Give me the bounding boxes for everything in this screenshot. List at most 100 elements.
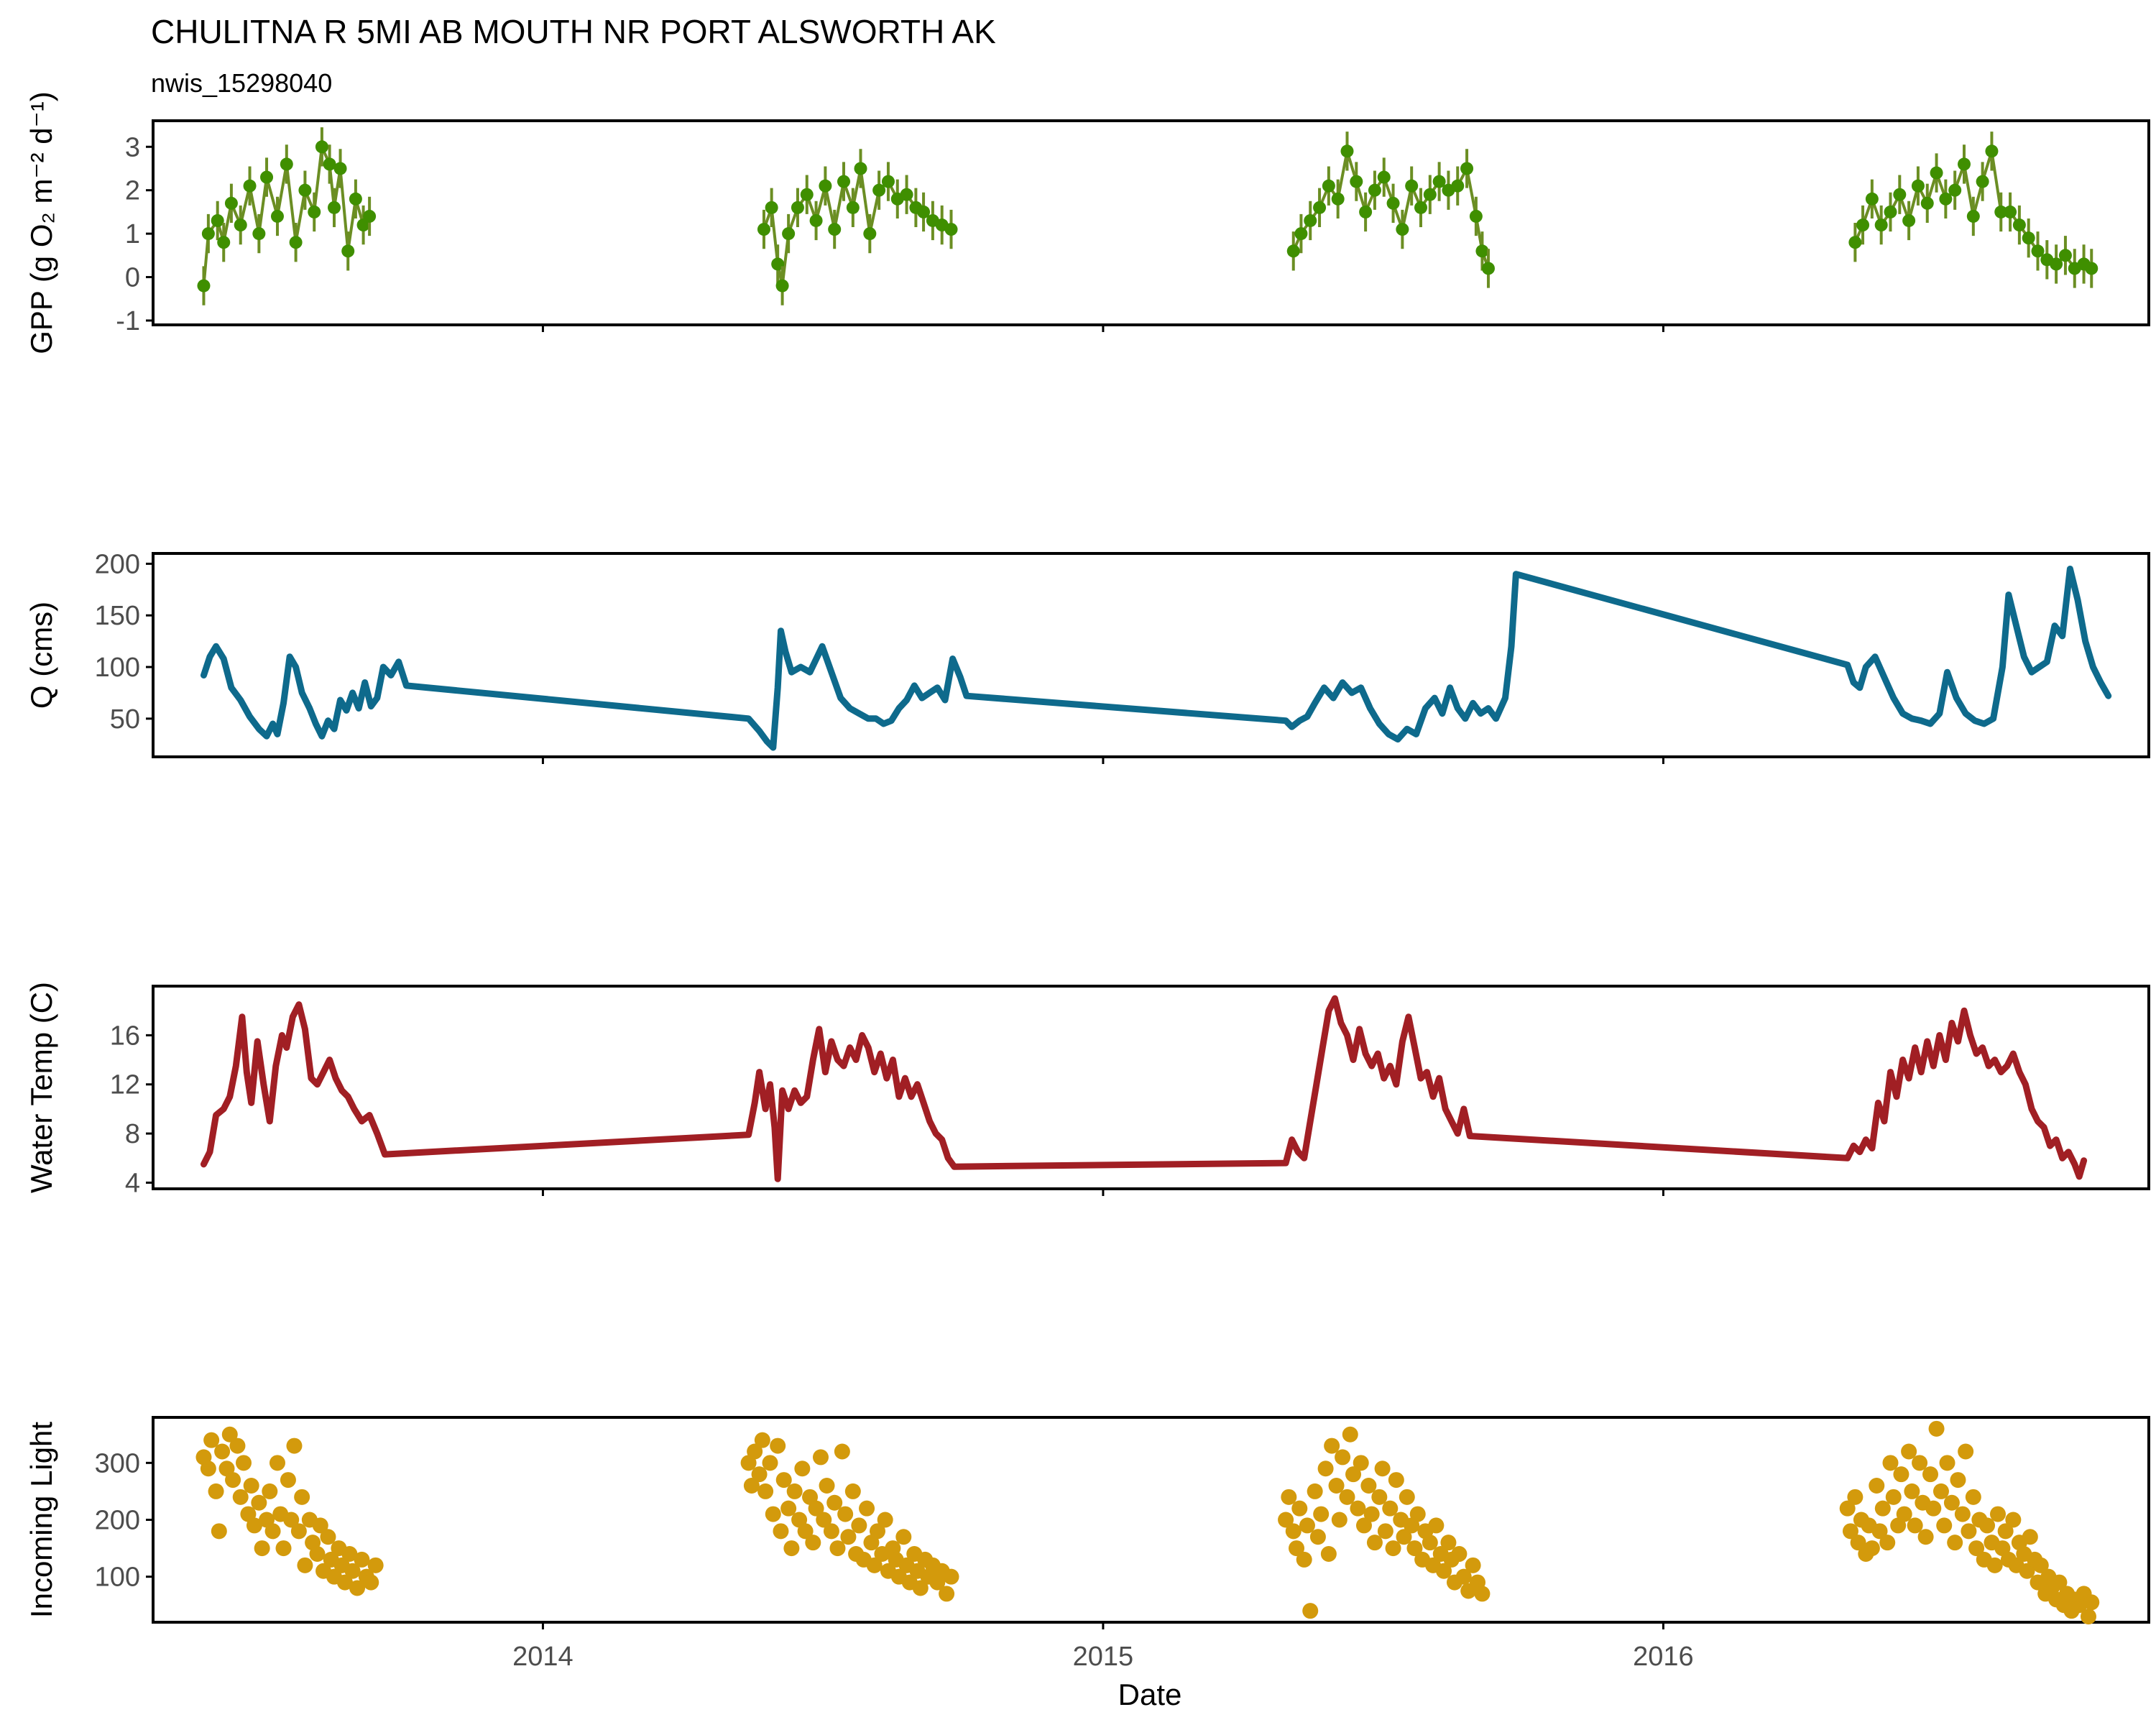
- incoming-light-data-point: [1409, 1506, 1426, 1522]
- gpp-data-point: [1920, 196, 1934, 210]
- incoming-light-data-point: [312, 1517, 328, 1534]
- incoming-light-data-point: [286, 1438, 303, 1454]
- gpp-data-point: [1966, 209, 1980, 223]
- incoming-light-y-tick-label: 100: [95, 1563, 140, 1593]
- incoming-light-data-point: [262, 1483, 278, 1499]
- incoming-light-data-point: [834, 1443, 850, 1460]
- gpp-data-point: [1460, 162, 1474, 175]
- incoming-light-data-point: [1912, 1455, 1928, 1471]
- gpp-data-point: [1911, 179, 1925, 193]
- incoming-light-data-point: [783, 1540, 800, 1557]
- gpp-data-point: [1331, 192, 1345, 206]
- gpp-data-point: [1893, 188, 1907, 201]
- incoming-light-data-point: [1986, 1557, 2003, 1573]
- incoming-light-data-point: [1997, 1523, 2014, 1540]
- gpp-data-point: [782, 227, 796, 241]
- incoming-light-data-point: [341, 1546, 358, 1562]
- incoming-light-data-point: [2022, 1529, 2038, 1545]
- incoming-light-data-point: [1932, 1483, 1949, 1499]
- water-temp-series-line: [201, 995, 2088, 1182]
- gpp-data-point: [252, 227, 266, 241]
- incoming-light-data-point: [808, 1500, 824, 1517]
- incoming-light-data-point: [1954, 1506, 1971, 1522]
- incoming-light-data-point: [1879, 1535, 1896, 1551]
- gpp-data-point: [234, 218, 247, 232]
- gpp-data-point: [243, 179, 257, 193]
- incoming-light-data-point: [1882, 1455, 1899, 1471]
- incoming-light-data-point: [895, 1529, 912, 1545]
- incoming-light-data-point: [1353, 1455, 1369, 1471]
- gpp-y-tick-label: 1: [125, 219, 140, 249]
- gpp-data-point: [1985, 144, 1999, 158]
- gpp-data-point: [1340, 144, 1354, 158]
- incoming-light-data-point: [264, 1523, 281, 1540]
- incoming-light-data-point: [762, 1455, 778, 1471]
- incoming-light-data-point: [1455, 1568, 1472, 1585]
- water-temp-y-tick-label: 16: [110, 1021, 140, 1051]
- incoming-light-data-point: [1893, 1466, 1909, 1483]
- gpp-data-point: [809, 213, 823, 227]
- gpp-data-point: [197, 279, 211, 293]
- incoming-light-data-point: [1451, 1546, 1468, 1562]
- gpp-data-point: [280, 157, 293, 171]
- gpp-y-axis-title: GPP (g O₂ m⁻² d⁻¹): [24, 91, 58, 354]
- water-temp-y-axis-title: Water Temp (C): [24, 982, 58, 1193]
- incoming-light-data-point: [1896, 1506, 1912, 1522]
- gpp-data-point: [1386, 196, 1400, 210]
- incoming-light-data-point: [1396, 1529, 1412, 1545]
- incoming-light-data-point: [275, 1540, 292, 1557]
- water-temp-y-tick-label: 8: [125, 1119, 140, 1149]
- incoming-light-data-point: [2032, 1557, 2049, 1573]
- incoming-light-data-point: [1925, 1500, 1942, 1517]
- discharge-y-axis-title: Q (cms): [24, 602, 58, 709]
- incoming-light-data-point: [363, 1574, 379, 1591]
- incoming-light-data-point: [367, 1557, 384, 1573]
- incoming-light-data-point: [1399, 1489, 1415, 1505]
- incoming-light-data-point: [1901, 1443, 1917, 1460]
- gpp-data-point: [1451, 179, 1465, 193]
- incoming-light-data-point: [280, 1472, 296, 1489]
- chart-title: CHULITNA R 5MI AB MOUTH NR PORT ALSWORTH…: [151, 13, 996, 50]
- incoming-light-data-point: [344, 1563, 361, 1579]
- incoming-light-data-point: [269, 1455, 285, 1471]
- incoming-light-data-point: [2005, 1512, 2022, 1528]
- incoming-light-data-point: [1422, 1535, 1438, 1551]
- gpp-data-point: [2058, 249, 2072, 262]
- gpp-data-point: [775, 279, 789, 293]
- incoming-light-data-point: [747, 1443, 763, 1460]
- incoming-light-data-point: [837, 1506, 854, 1522]
- incoming-light-data-point: [1428, 1517, 1445, 1534]
- incoming-light-data-point: [816, 1512, 832, 1528]
- incoming-light-data-point: [225, 1472, 241, 1489]
- gpp-data-point: [1958, 157, 1971, 171]
- gpp-data-point: [349, 192, 362, 206]
- gpp-data-point: [1902, 213, 1916, 227]
- incoming-light-data-point: [1302, 1603, 1319, 1619]
- incoming-light-y-tick-label: 300: [95, 1448, 140, 1478]
- gpp-y-tick-label: 0: [125, 263, 140, 293]
- incoming-light-data-point: [1299, 1517, 1315, 1534]
- incoming-light-data-point: [1474, 1586, 1491, 1602]
- x-tick-label: 2015: [1073, 1642, 1134, 1672]
- incoming-light-data-point: [203, 1432, 220, 1448]
- gpp-data-point: [1294, 227, 1308, 241]
- incoming-light-data-point: [1871, 1523, 1888, 1540]
- incoming-light-data-point: [1874, 1500, 1891, 1517]
- incoming-light-data-point: [775, 1472, 792, 1489]
- gpp-data-point: [854, 162, 867, 175]
- x-axis-title: Date: [1118, 1678, 1182, 1711]
- gpp-data-point: [270, 209, 284, 223]
- gpp-data-point: [944, 223, 958, 236]
- gpp-data-point: [872, 183, 886, 197]
- incoming-light-data-point: [1320, 1546, 1337, 1562]
- discharge-panel: 50 100 150 200 Q (cms): [24, 549, 2150, 764]
- incoming-light-data-point: [1958, 1443, 1974, 1460]
- incoming-light-data-point: [251, 1494, 267, 1511]
- discharge-y-tick-label: 50: [110, 704, 140, 735]
- incoming-light-data-point: [221, 1426, 238, 1443]
- gpp-data-point: [2004, 205, 2017, 218]
- gpp-data-point: [298, 183, 312, 197]
- gpp-data-point: [757, 223, 770, 236]
- incoming-light-data-point: [1371, 1489, 1388, 1505]
- gpp-data-point: [1423, 188, 1437, 201]
